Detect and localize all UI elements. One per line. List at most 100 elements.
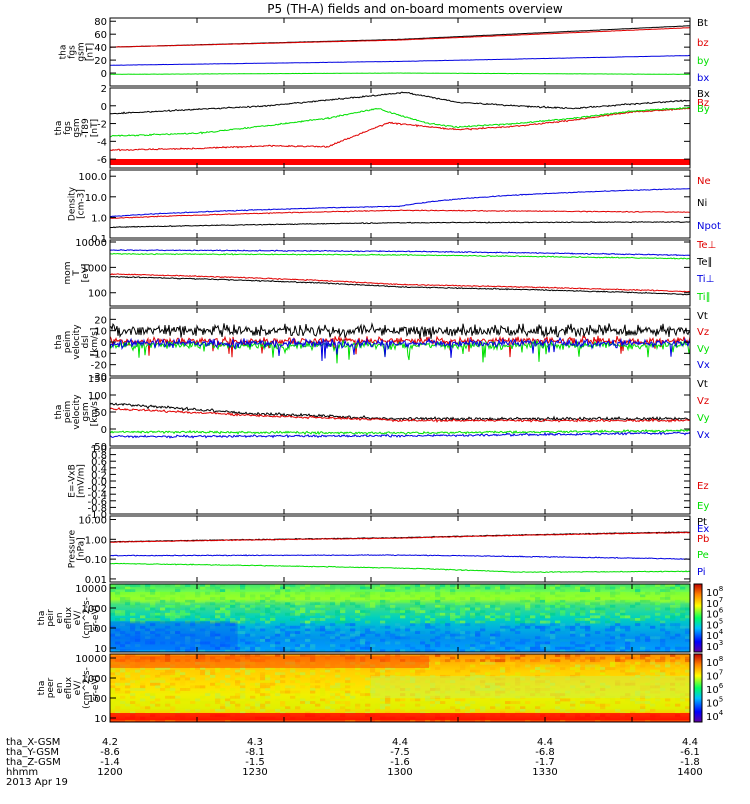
panel-density-ylabel: Density[cm-3] xyxy=(68,186,87,221)
panel-fgs_dsl-legend-By: By xyxy=(697,104,710,115)
ephemeris-value: 1200 xyxy=(97,767,122,778)
panel-peim_gsm-legend-Vx: Vx xyxy=(697,430,710,441)
panel-fgs_dsl-legend-Bz: Bz xyxy=(697,98,709,109)
panel-fgs-legend-Bt: Bt xyxy=(697,18,708,29)
panel-peim_gsm-series-Vx xyxy=(110,431,690,439)
ephemeris-value: -1.7 xyxy=(535,757,555,768)
panel-fgs_dsl-quality-bar xyxy=(110,159,690,165)
panel-peer-colorbar xyxy=(693,653,703,723)
ephemeris-value: -7.5 xyxy=(390,747,410,758)
panel-fgs-legend-bx: bx xyxy=(697,73,709,84)
ephemeris-value: 4.4 xyxy=(537,737,553,748)
panel-efield-ytick-label: 0.2 xyxy=(91,470,107,481)
panel-peer-frame xyxy=(109,653,691,723)
panel-density-legend-Npot: Npot xyxy=(697,221,721,232)
figure-title: P5 (TH-A) fields and on-board moments ov… xyxy=(267,2,563,16)
panel-peim_dsl-ytick-label: -20 xyxy=(91,361,107,372)
panel-peim_dsl-series-Vx xyxy=(110,336,690,362)
panel-peim_dsl-series-Vy xyxy=(110,339,690,364)
ephemeris-value: -1.8 xyxy=(680,757,700,768)
panel-temperature-series-Ti∥ xyxy=(110,252,690,260)
ephemeris-value: 4.2 xyxy=(102,737,118,748)
panel-peim_dsl-ytick-label: 20 xyxy=(94,315,107,326)
panel-pressure-ytick-label: 1.00 xyxy=(85,535,107,546)
panel-peir-colorbar-label: 103 xyxy=(706,639,723,653)
ephemeris-value: -8.1 xyxy=(245,747,265,758)
ephemeris-value: 1400 xyxy=(677,767,702,778)
panel-fgs_dsl-ytick-label: -6 xyxy=(97,155,107,166)
panel-peer-spectrogram xyxy=(110,654,691,723)
ephemeris-value: 4.3 xyxy=(247,737,263,748)
panel-density-legend-Ne: Ne xyxy=(697,176,711,187)
panel-pressure-series-Pi xyxy=(110,554,690,560)
panel-peir-spectrogram xyxy=(110,584,691,653)
panel-fgs-ytick-label: 80 xyxy=(94,17,107,28)
panel-peim_gsm-series-Vy xyxy=(110,428,690,436)
panel-peir-ytick-label: 10 xyxy=(94,644,107,655)
panel-fgs-frame xyxy=(109,17,691,87)
panel-fgs-ytick-label: 20 xyxy=(94,56,107,67)
panel-peim_gsm-ytick-label: 0 xyxy=(101,425,107,436)
panel-peim_gsm-series-Vz xyxy=(110,407,690,423)
ephemeris-value: -8.6 xyxy=(100,747,120,758)
panel-fgs-legend-bz: bz xyxy=(697,38,709,49)
panel-temperature-frame xyxy=(109,239,691,307)
panel-fgs-ytick-label: 40 xyxy=(94,43,107,54)
ephemeris-label-0: tha_X-GSM xyxy=(6,737,60,748)
panel-temperature-legend-Te∥: Te∥ xyxy=(696,257,713,268)
panel-fgs-ytick-label: 0 xyxy=(101,69,107,80)
panel-pressure-ytick-label: 0.10 xyxy=(85,555,107,566)
panel-temperature-ytick-label: 1000 xyxy=(82,263,107,274)
panel-temperature-legend-Te⊥: Te⊥ xyxy=(696,240,716,251)
panel-efield-ytick-label: -0.4 xyxy=(87,490,107,501)
panel-peim_gsm-ylabel: thapeimvelocitygsm[km/s] xyxy=(54,394,100,430)
panel-fgs-ytick-label: 60 xyxy=(94,30,107,41)
panel-pressure-legend-Pe: Pe xyxy=(697,550,709,561)
panel-pressure-ytick-label: 10.00 xyxy=(78,515,107,526)
ephemeris-value: 1230 xyxy=(242,767,267,778)
panel-fgs_dsl-series-Bz xyxy=(110,107,690,152)
panel-fgs-legend-by: by xyxy=(697,56,709,67)
panel-density-legend-Ni: Ni xyxy=(697,198,707,209)
panel-fgs_dsl-series-Bx xyxy=(110,91,690,115)
panel-fgs_dsl-ylabel: thafgsgsm-T89[nT] xyxy=(54,118,100,138)
ephemeris-value: -1.6 xyxy=(390,757,410,768)
ephemeris-value: -6.1 xyxy=(680,747,700,758)
panel-efield-ytick-label: -0.8 xyxy=(87,503,107,514)
ephemeris-value: 4.4 xyxy=(682,737,698,748)
panel-efield-ytick-label: 0.0 xyxy=(91,477,107,488)
panel-fgs_dsl-ytick-label: -2 xyxy=(97,120,107,131)
panel-efield-ytick-label: -0.2 xyxy=(87,484,107,495)
ephemeris-value: 1300 xyxy=(387,767,412,778)
date-label: 2013 Apr 19 xyxy=(6,777,68,788)
panel-pressure-frame xyxy=(109,515,691,583)
panel-density-series-Ni xyxy=(110,221,690,229)
panel-peim_dsl-legend-Vz: Vz xyxy=(697,327,709,338)
panel-efield-ytick-label: 0.4 xyxy=(91,464,107,475)
panel-pressure-ytick-label: 0.01 xyxy=(85,575,107,586)
panel-fgs-series-bx xyxy=(110,72,690,75)
ephemeris-value: -1.5 xyxy=(245,757,265,768)
panel-peer-ytick-label: 1000 xyxy=(82,674,107,685)
panel-temperature-ytick-label: 100 xyxy=(88,289,107,300)
panel-peim_dsl-legend-Vx: Vx xyxy=(697,360,710,371)
panel-pressure-legend-Pb: Pb xyxy=(697,534,709,545)
panel-density-ytick-label: 0.1 xyxy=(91,234,107,245)
panel-peim_dsl-ytick-label: -30 xyxy=(91,372,107,383)
panel-density-series-Ne xyxy=(110,209,690,219)
panel-peim_gsm-ytick-label: 100 xyxy=(88,391,107,402)
panel-peir-ylabel: thapeirenefluxeV/(cm^2-s-sr-eV) xyxy=(37,597,101,639)
panel-efield-ytick-label: 1.0 xyxy=(91,444,107,455)
panel-peir-ytick-label: 10000 xyxy=(75,584,107,595)
panel-temperature-ylabel: momT[eV] xyxy=(63,261,91,284)
ephemeris-value: 1330 xyxy=(532,767,557,778)
panel-peer-ytick-label: 10000 xyxy=(75,654,107,665)
panel-efield-legend-Ey: Ey xyxy=(697,501,709,512)
panel-peim_dsl-legend-Vy: Vy xyxy=(697,344,710,355)
panel-density-series-Npot xyxy=(110,188,690,218)
panel-fgs_dsl-frame xyxy=(109,87,691,169)
panel-fgs_dsl-ytick-label: -4 xyxy=(97,137,107,148)
panel-peim_gsm-ytick-label: 50 xyxy=(94,408,107,419)
panel-peim_gsm-legend-Vz: Vz xyxy=(697,396,709,407)
